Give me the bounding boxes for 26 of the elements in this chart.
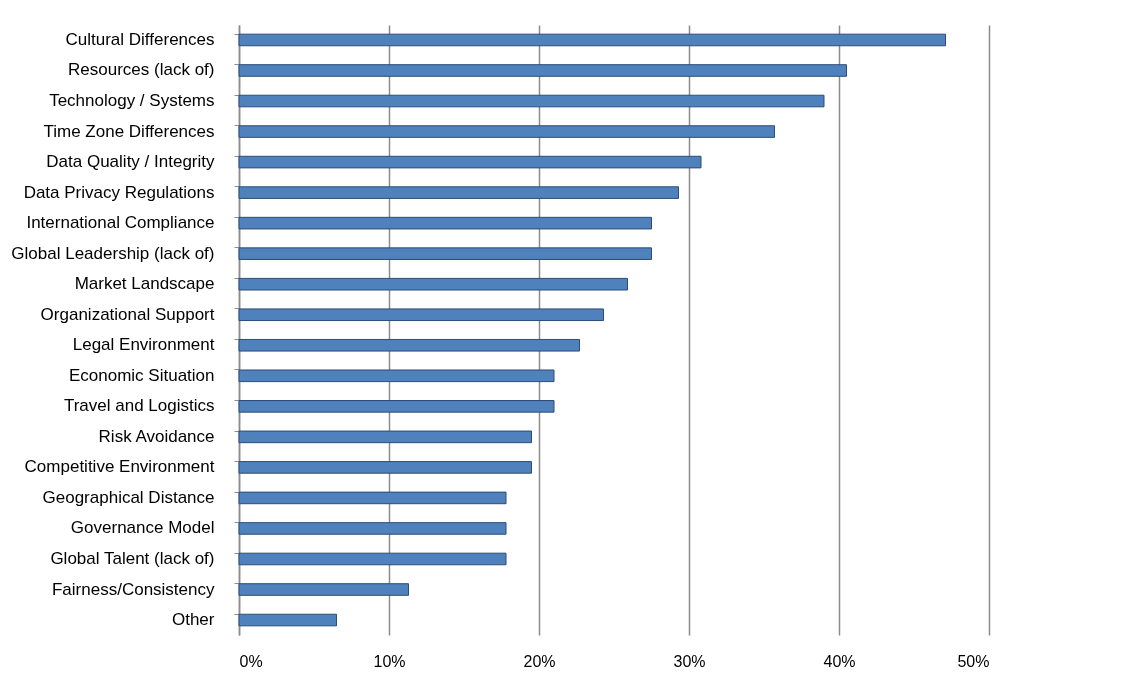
y-tick-label: Geographical Distance — [42, 487, 215, 507]
y-tick-label: Market Landscape — [74, 274, 215, 294]
y-tick-label: Fairness/Consistency — [51, 579, 215, 599]
y-tick-label: Resources (lack of) — [68, 60, 215, 80]
y-tick-label: Risk Avoidance — [98, 426, 215, 446]
y-tick-label: Data Privacy Regulations — [23, 182, 215, 202]
y-tick-label: Travel and Logistics — [63, 396, 215, 416]
y-tick-label: Technology / Systems — [49, 91, 215, 111]
x-tick-label: 30% — [673, 652, 706, 670]
y-tick-label: Legal Environment — [72, 335, 215, 355]
y-tick-label: Data Quality / Integrity — [46, 152, 215, 172]
y-tick-label: International Compliance — [26, 213, 215, 233]
y-tick-label: Organizational Support — [40, 304, 215, 324]
x-tick-label: 20% — [523, 652, 556, 670]
y-tick-label: Global Talent (lack of) — [50, 548, 215, 568]
x-tick-label: 40% — [823, 652, 856, 670]
y-tick-label: Time Zone Differences — [43, 121, 215, 141]
x-tick-label: 10% — [373, 652, 406, 670]
x-tick-label: 0% — [239, 652, 263, 670]
y-tick-label: Competitive Environment — [24, 457, 215, 477]
y-tick-label: Economic Situation — [68, 365, 215, 385]
x-tick-label: 50% — [957, 652, 990, 670]
y-tick-label: Governance Model — [70, 518, 215, 538]
y-tick-label: Other — [171, 610, 215, 630]
y-tick-label: Cultural Differences — [65, 29, 215, 49]
y-tick-label: Global Leadership (lack of) — [11, 243, 215, 263]
